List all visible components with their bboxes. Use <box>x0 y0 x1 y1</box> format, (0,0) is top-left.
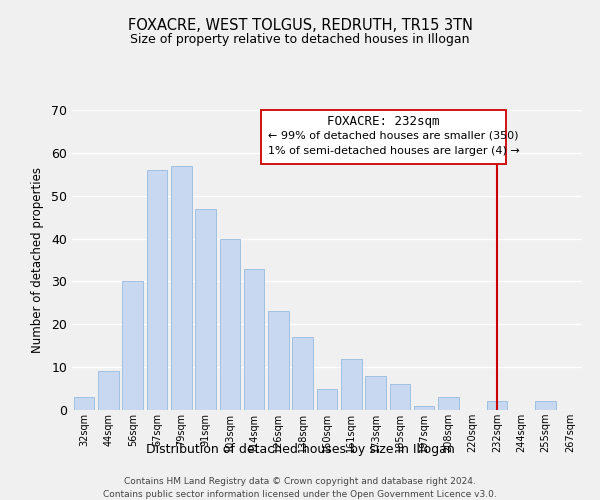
Text: Size of property relative to detached houses in Illogan: Size of property relative to detached ho… <box>130 32 470 46</box>
FancyBboxPatch shape <box>262 110 505 164</box>
Bar <box>74 397 94 410</box>
Bar <box>122 282 143 410</box>
Text: 1% of semi-detached houses are larger (4) →: 1% of semi-detached houses are larger (4… <box>268 146 519 156</box>
Bar <box>365 376 386 410</box>
Text: ← 99% of detached houses are smaller (350): ← 99% of detached houses are smaller (35… <box>268 130 518 140</box>
Bar <box>98 372 119 410</box>
Text: FOXACRE: 232sqm: FOXACRE: 232sqm <box>327 115 440 128</box>
Bar <box>389 384 410 410</box>
Bar <box>487 402 508 410</box>
Text: Contains HM Land Registry data © Crown copyright and database right 2024.: Contains HM Land Registry data © Crown c… <box>124 478 476 486</box>
Text: FOXACRE, WEST TOLGUS, REDRUTH, TR15 3TN: FOXACRE, WEST TOLGUS, REDRUTH, TR15 3TN <box>128 18 473 32</box>
Bar <box>535 402 556 410</box>
Bar <box>244 268 265 410</box>
Bar <box>414 406 434 410</box>
Bar <box>317 388 337 410</box>
Bar <box>171 166 191 410</box>
Bar <box>341 358 362 410</box>
Y-axis label: Number of detached properties: Number of detached properties <box>31 167 44 353</box>
Bar <box>195 208 216 410</box>
Bar <box>146 170 167 410</box>
Bar <box>268 312 289 410</box>
Text: Distribution of detached houses by size in Illogan: Distribution of detached houses by size … <box>146 442 454 456</box>
Text: Contains public sector information licensed under the Open Government Licence v3: Contains public sector information licen… <box>103 490 497 499</box>
Bar <box>220 238 240 410</box>
Bar <box>292 337 313 410</box>
Bar <box>438 397 459 410</box>
